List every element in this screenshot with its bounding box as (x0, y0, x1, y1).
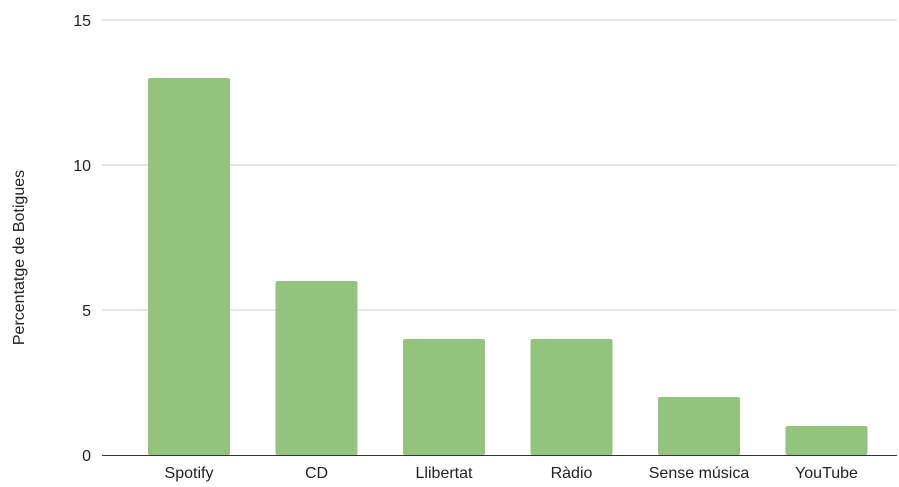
bar (148, 78, 230, 455)
x-axis-category-labels: Spotify CD Llibertat Ràdio Sense música YouTu… (165, 465, 859, 482)
y-axis-title: Percentatge de Botigues (11, 170, 28, 345)
x-category-label: Sense música (649, 465, 750, 482)
y-tick-label: 15 (73, 13, 91, 30)
bars (148, 78, 868, 455)
x-category-label: Spotify (165, 465, 214, 482)
bar (530, 339, 613, 455)
y-tick-label: 0 (82, 448, 91, 465)
y-axis-tick-labels: 0 5 10 15 (73, 13, 91, 465)
x-category-label: Llibertat (416, 465, 473, 482)
bar (403, 339, 485, 455)
bar (658, 397, 740, 455)
y-tick-label: 10 (73, 158, 91, 175)
bar (785, 426, 868, 455)
bar (275, 281, 358, 455)
x-category-label: YouTube (795, 465, 858, 482)
y-tick-label: 5 (82, 303, 91, 320)
x-category-label: CD (305, 465, 328, 482)
gridlines (102, 19, 897, 311)
x-category-label: Ràdio (551, 465, 593, 482)
